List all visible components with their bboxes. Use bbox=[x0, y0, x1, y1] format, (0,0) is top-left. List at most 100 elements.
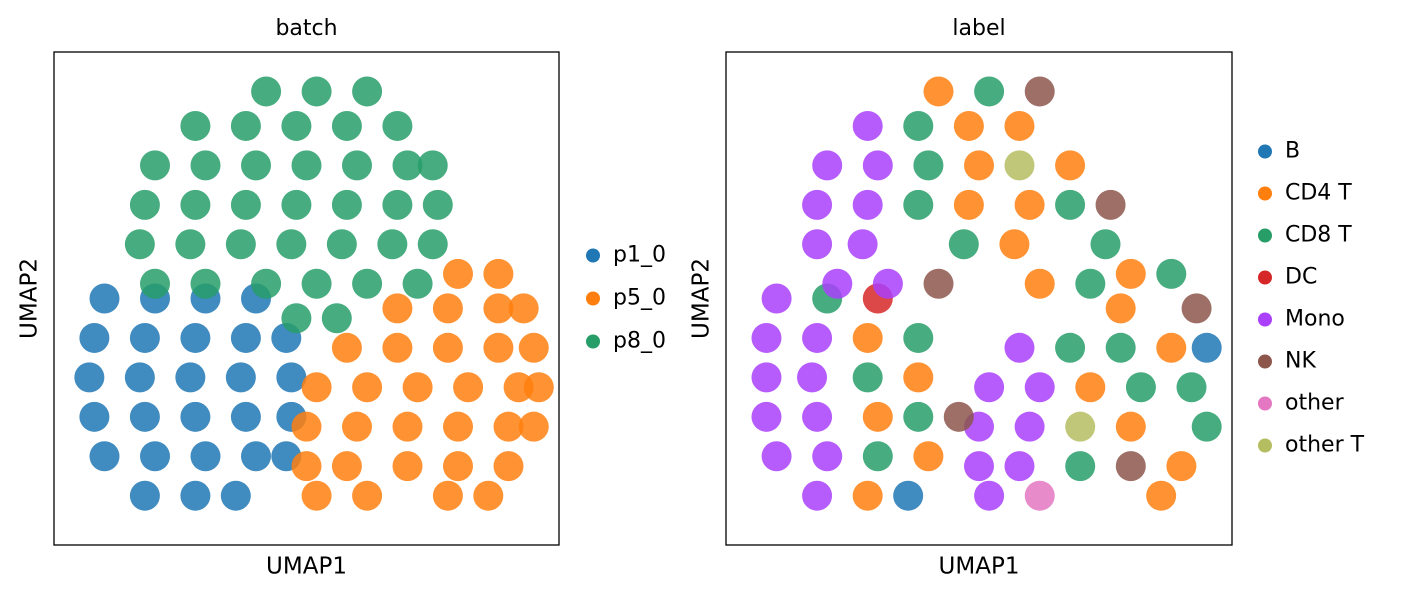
point bbox=[331, 332, 362, 363]
axes-frame bbox=[725, 51, 1233, 546]
point bbox=[443, 451, 473, 482]
point bbox=[382, 293, 413, 324]
point bbox=[1156, 258, 1187, 289]
point bbox=[140, 268, 170, 299]
point bbox=[493, 411, 524, 442]
point bbox=[953, 110, 984, 141]
point bbox=[1176, 372, 1207, 403]
point bbox=[1146, 480, 1177, 511]
point bbox=[124, 362, 155, 393]
point bbox=[352, 480, 383, 511]
point bbox=[79, 322, 110, 353]
point bbox=[812, 441, 843, 472]
chart-title: label bbox=[952, 16, 1005, 41]
legend-marker bbox=[586, 334, 600, 349]
point bbox=[443, 411, 473, 442]
point bbox=[893, 480, 924, 511]
chart-title: batch bbox=[275, 16, 337, 41]
legend-label: Mono bbox=[1285, 307, 1345, 332]
point bbox=[473, 480, 504, 511]
legend-marker bbox=[586, 291, 600, 306]
legend-label: other T bbox=[1285, 433, 1365, 458]
point bbox=[129, 189, 160, 220]
point bbox=[180, 110, 211, 141]
point bbox=[432, 480, 463, 511]
point bbox=[761, 283, 792, 314]
point bbox=[230, 401, 261, 432]
point bbox=[797, 362, 828, 393]
point bbox=[1115, 411, 1146, 442]
point bbox=[432, 332, 463, 363]
point bbox=[802, 480, 833, 511]
point bbox=[74, 362, 105, 393]
point bbox=[129, 480, 160, 511]
point bbox=[1024, 268, 1055, 299]
legend-marker bbox=[1258, 186, 1272, 201]
point bbox=[862, 150, 893, 181]
point bbox=[1191, 411, 1222, 442]
legend-label: CD4 T bbox=[1285, 181, 1352, 206]
point bbox=[903, 189, 934, 220]
point bbox=[953, 189, 984, 220]
axes-frame bbox=[53, 51, 560, 546]
point bbox=[1055, 332, 1086, 363]
y-axis-label: UMAP2 bbox=[17, 258, 43, 339]
point bbox=[1004, 150, 1035, 181]
point bbox=[751, 401, 782, 432]
legend-label: B bbox=[1285, 139, 1300, 164]
point bbox=[281, 189, 312, 220]
point bbox=[321, 303, 352, 334]
point bbox=[1105, 293, 1136, 324]
point bbox=[974, 372, 1005, 403]
point bbox=[508, 293, 539, 324]
point bbox=[862, 441, 893, 472]
legend-label: p5_0 bbox=[613, 286, 666, 311]
point bbox=[1024, 480, 1055, 511]
legend-marker bbox=[1258, 396, 1272, 411]
point bbox=[326, 229, 357, 260]
point bbox=[1024, 76, 1055, 107]
point bbox=[483, 293, 514, 324]
point bbox=[301, 480, 332, 511]
point bbox=[392, 451, 423, 482]
point bbox=[352, 76, 383, 107]
point bbox=[903, 362, 934, 393]
point bbox=[190, 441, 221, 472]
point bbox=[852, 362, 883, 393]
point bbox=[1004, 110, 1035, 141]
point bbox=[802, 189, 833, 220]
plot-area bbox=[74, 76, 554, 511]
point bbox=[342, 150, 372, 181]
point bbox=[852, 322, 883, 353]
point bbox=[432, 293, 463, 324]
point bbox=[518, 332, 549, 363]
point bbox=[943, 401, 974, 432]
legend-marker bbox=[1258, 312, 1272, 327]
point bbox=[129, 322, 160, 353]
point bbox=[751, 362, 782, 393]
legend-label: p1_0 bbox=[613, 243, 666, 268]
point bbox=[230, 189, 261, 220]
legend-label: DC bbox=[1285, 265, 1317, 290]
point bbox=[417, 229, 448, 260]
point bbox=[175, 229, 206, 260]
plot-area bbox=[751, 76, 1222, 511]
point bbox=[291, 451, 322, 482]
point bbox=[180, 401, 211, 432]
legend-label: CD8 T bbox=[1285, 223, 1352, 248]
point bbox=[342, 411, 372, 442]
point bbox=[1065, 451, 1096, 482]
point bbox=[190, 268, 221, 299]
legend-marker bbox=[586, 248, 600, 263]
point bbox=[190, 150, 221, 181]
point bbox=[422, 189, 453, 220]
point bbox=[751, 322, 782, 353]
point bbox=[862, 401, 893, 432]
legend-label: p8_0 bbox=[613, 329, 666, 354]
point bbox=[220, 480, 251, 511]
point bbox=[847, 229, 878, 260]
point bbox=[276, 362, 307, 393]
point bbox=[802, 322, 833, 353]
point bbox=[89, 283, 120, 314]
